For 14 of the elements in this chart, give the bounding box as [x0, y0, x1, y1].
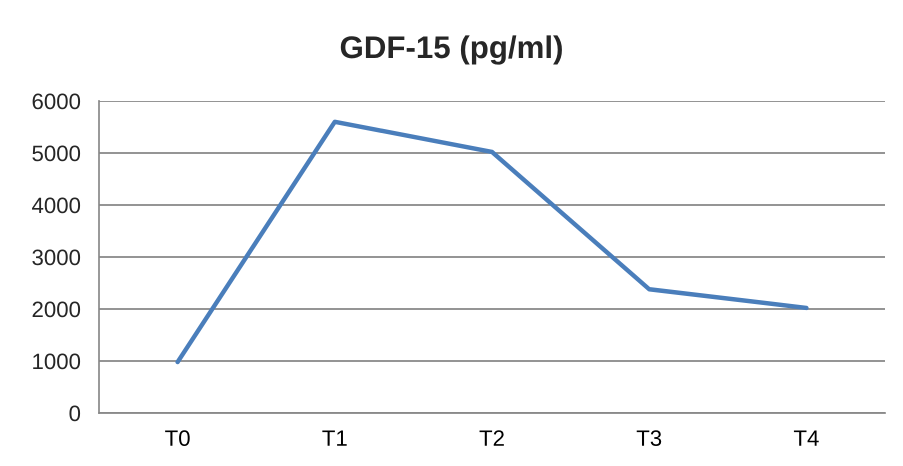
line-series — [175, 120, 809, 364]
x-tick-label: T0 — [165, 430, 190, 446]
x-tick-label: T4 — [794, 430, 819, 446]
y-tick-label: 1000 — [33, 354, 80, 370]
y-tick-label: 0 — [69, 406, 80, 422]
y-tick-label: 6000 — [32, 94, 80, 110]
chart-title: GDF-15 (pg/ml) — [340, 35, 562, 65]
x-tick-label: T2 — [480, 430, 504, 446]
y-tick-label: 5000 — [32, 146, 80, 162]
y-tick-label: 3000 — [32, 250, 80, 266]
x-tick-label: T3 — [636, 430, 662, 446]
x-tick-label: T1 — [322, 430, 347, 446]
y-tick-label: 4000 — [32, 198, 80, 214]
y-tick-label: 2000 — [32, 302, 80, 318]
